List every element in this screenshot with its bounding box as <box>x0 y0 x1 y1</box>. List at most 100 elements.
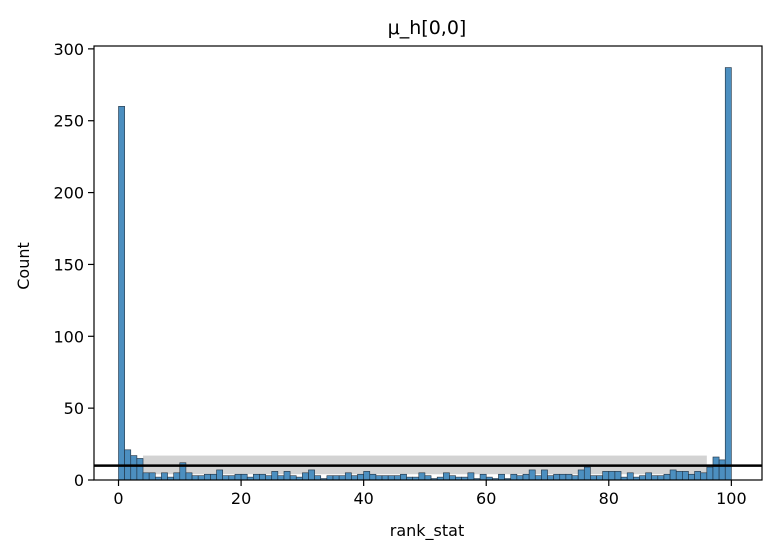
histogram-bar <box>700 472 708 481</box>
histogram-bar <box>130 455 138 481</box>
histogram-bar <box>381 475 389 481</box>
histogram-bar <box>332 475 340 481</box>
histogram-bar <box>344 472 352 481</box>
histogram-bar <box>424 475 432 481</box>
histogram-bar <box>712 456 720 481</box>
histogram-bar <box>559 473 567 481</box>
histogram-bar <box>596 475 603 481</box>
histogram-bar <box>173 472 181 481</box>
histogram-bar <box>216 469 223 481</box>
x-tick-label: 80 <box>599 489 619 508</box>
histogram-bar <box>663 473 671 481</box>
histogram-bar <box>608 471 616 481</box>
histogram-bar <box>357 473 364 481</box>
histogram-bar <box>228 475 236 481</box>
histogram-bar <box>369 473 377 481</box>
y-tick-label: 100 <box>53 327 84 346</box>
histogram-bar <box>639 475 646 481</box>
histogram-bar <box>197 475 205 481</box>
histogram-bar <box>467 472 475 481</box>
histogram-bar <box>351 475 358 481</box>
histogram-bar <box>547 475 554 481</box>
histogram-bar <box>185 472 193 481</box>
histogram-bar <box>338 475 346 481</box>
y-tick-label: 250 <box>53 112 84 131</box>
histogram-bar <box>222 475 230 481</box>
histogram-bar <box>651 475 659 481</box>
histogram-bar <box>645 472 652 481</box>
histogram-bar <box>614 471 622 481</box>
histogram-bar <box>283 471 291 481</box>
histogram-bar <box>688 473 695 481</box>
histogram-bar <box>240 473 248 481</box>
histogram-bar <box>277 475 285 481</box>
x-tick-label: 40 <box>353 489 373 508</box>
histogram-bar <box>565 473 573 481</box>
x-tick-label: 0 <box>113 489 123 508</box>
histogram-bar <box>302 472 309 481</box>
y-tick-label: 50 <box>64 399 84 418</box>
histogram-bar <box>479 473 487 481</box>
histogram-bar <box>259 473 266 481</box>
histogram-bar <box>682 471 689 481</box>
histogram-bar <box>418 472 426 481</box>
histogram-bar <box>669 469 677 481</box>
x-tick-label: 100 <box>716 489 747 508</box>
y-tick-label: 150 <box>53 255 84 274</box>
histogram-bar <box>136 458 144 481</box>
histogram-bar <box>443 472 450 481</box>
histogram-bar <box>234 473 242 481</box>
histogram-bar <box>142 472 150 481</box>
histogram-bar <box>387 475 395 481</box>
y-tick-label: 200 <box>53 184 84 203</box>
histogram-bar <box>534 475 542 481</box>
histogram-bar <box>724 67 732 481</box>
histogram-bar <box>253 473 260 481</box>
histogram-bar <box>510 473 518 481</box>
histogram-bar <box>375 475 383 481</box>
histogram-bar <box>265 475 273 481</box>
histogram-bar <box>577 469 585 481</box>
histogram-bar <box>204 473 211 481</box>
histogram-bar <box>602 471 610 481</box>
chart-title: μ_h[0,0] <box>388 17 467 39</box>
histogram-bar <box>161 472 168 481</box>
histogram-bar <box>718 459 726 481</box>
histogram-bar <box>363 471 371 481</box>
histogram-bar <box>210 473 217 481</box>
histogram-bar <box>308 469 315 481</box>
histogram-bar <box>675 471 683 481</box>
plot-frame <box>93 45 763 481</box>
histogram-bar <box>314 475 322 481</box>
histogram-bar <box>528 469 536 481</box>
histogram-bar <box>657 475 665 481</box>
histogram-bar <box>516 475 524 481</box>
y-tick-label: 0 <box>74 471 84 490</box>
histogram-bar <box>498 473 505 481</box>
histogram-bar <box>541 469 548 481</box>
histogram-bar <box>393 475 401 481</box>
histogram-bar <box>590 475 597 481</box>
histogram-bar <box>553 473 561 481</box>
histogram-bar <box>449 475 456 481</box>
histogram-bar <box>289 475 297 481</box>
histogram-bar <box>571 475 579 481</box>
y-axis-label: Count <box>14 242 33 290</box>
x-tick-label: 20 <box>231 489 251 508</box>
histogram-bar <box>271 471 279 481</box>
histogram-bar <box>522 473 530 481</box>
x-axis-label: rank_stat <box>390 521 464 541</box>
histogram-bar <box>400 473 407 481</box>
plot-area: 0 20 40 60 80 100 0 50 100 150 200 250 300 <box>53 40 763 508</box>
y-tick-label: 300 <box>53 40 84 59</box>
histogram-bar <box>148 472 156 481</box>
histogram-bar <box>191 475 199 481</box>
histogram-bar <box>583 466 591 481</box>
histogram-bar <box>326 475 334 481</box>
x-tick-label: 60 <box>476 489 496 508</box>
histogram-bar <box>706 466 714 481</box>
histogram-bar <box>694 471 702 481</box>
histogram-bar <box>118 106 125 481</box>
histogram-bar <box>626 472 634 481</box>
